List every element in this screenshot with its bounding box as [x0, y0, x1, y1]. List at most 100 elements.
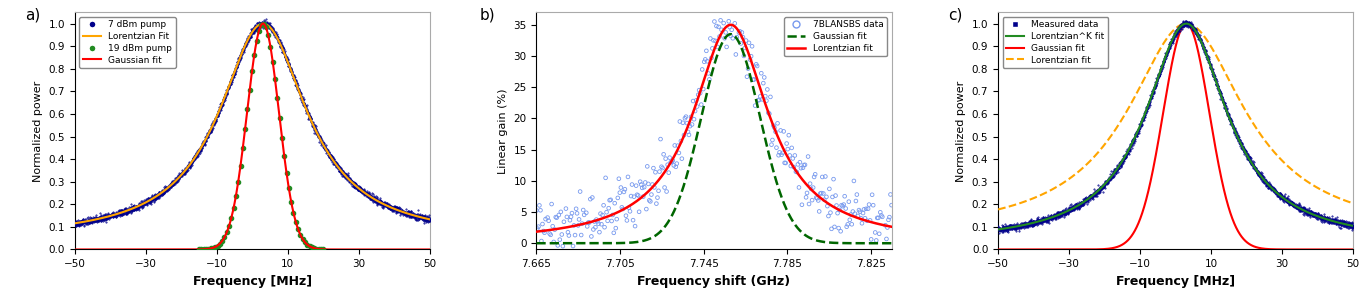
Point [703, 19, 725, 24]
Point [574, 262, 596, 267]
Point [857, 206, 879, 211]
Point [826, 203, 847, 208]
Point [532, 221, 554, 226]
Point [617, 205, 639, 210]
Point [752, 81, 774, 86]
Point [604, 201, 626, 206]
Point [759, 111, 781, 116]
Point [801, 198, 823, 203]
Point [622, 218, 643, 223]
Point [662, 163, 684, 168]
Point [657, 162, 679, 167]
Point [692, 87, 714, 91]
Point [729, 29, 751, 34]
Point [567, 223, 589, 228]
Point [832, 204, 854, 209]
Point [586, 219, 608, 224]
Point [658, 170, 680, 175]
Point [802, 185, 824, 190]
Point [690, 91, 711, 95]
Point [598, 198, 620, 203]
Point [821, 194, 843, 199]
Point [748, 97, 770, 102]
Point [707, 45, 729, 50]
Point [792, 202, 813, 207]
Point [558, 233, 579, 238]
Legend: 7BLANSBS data, Gaussian fit, Lorentzian fit: 7BLANSBS data, Gaussian fit, Lorentzian … [783, 17, 887, 56]
Point [702, 46, 724, 51]
Point [585, 217, 607, 222]
Point [813, 197, 835, 202]
Point [543, 240, 564, 245]
Point [533, 229, 555, 233]
Point [800, 181, 821, 186]
Point [824, 225, 846, 229]
Point [758, 110, 779, 115]
Point [545, 215, 567, 220]
Point [560, 214, 582, 219]
Point [778, 133, 800, 138]
Point [767, 121, 789, 126]
Point [836, 222, 858, 227]
Point [626, 183, 647, 188]
Point [781, 145, 802, 150]
Y-axis label: Normalized power: Normalized power [33, 80, 44, 181]
Point [638, 181, 660, 186]
Point [820, 226, 842, 231]
Point [838, 199, 860, 204]
Point [577, 224, 598, 229]
Point [662, 158, 684, 163]
Point [817, 214, 839, 219]
Point [755, 94, 777, 99]
Point [721, 27, 743, 32]
Point [564, 233, 586, 237]
Point [654, 185, 676, 190]
Point [685, 98, 707, 103]
Point [747, 63, 768, 68]
Point [800, 186, 821, 191]
Point [600, 197, 622, 202]
Point [868, 215, 889, 220]
Point [737, 66, 759, 71]
Point [881, 203, 903, 208]
Point [540, 232, 562, 237]
Point [880, 192, 902, 197]
Point [541, 202, 563, 207]
Point [541, 224, 563, 229]
Point [639, 199, 661, 204]
Point [854, 216, 876, 221]
Point [562, 211, 583, 216]
Point [525, 208, 547, 213]
Point [770, 128, 792, 133]
Point [660, 160, 681, 165]
Point [873, 249, 895, 254]
Point [789, 160, 811, 165]
Point [851, 221, 873, 226]
Point [743, 77, 764, 82]
Point [763, 123, 785, 128]
Point [605, 226, 627, 231]
Point [806, 196, 828, 201]
Point [804, 175, 826, 180]
Point [879, 215, 900, 220]
Point [642, 182, 664, 187]
Point [864, 252, 885, 257]
Point [853, 207, 874, 212]
Point [733, 54, 755, 59]
Point [675, 116, 696, 121]
Point [756, 87, 778, 92]
Point [626, 192, 647, 197]
Point [861, 237, 883, 242]
Point [707, 24, 729, 29]
Point [809, 191, 831, 196]
Point [823, 177, 845, 182]
Point [734, 46, 756, 51]
Point [533, 230, 555, 235]
Point [688, 88, 710, 93]
Point [796, 190, 817, 195]
Point [670, 139, 692, 144]
Point [656, 189, 677, 194]
Point [632, 194, 654, 199]
Point [537, 218, 559, 223]
Point [775, 160, 797, 165]
